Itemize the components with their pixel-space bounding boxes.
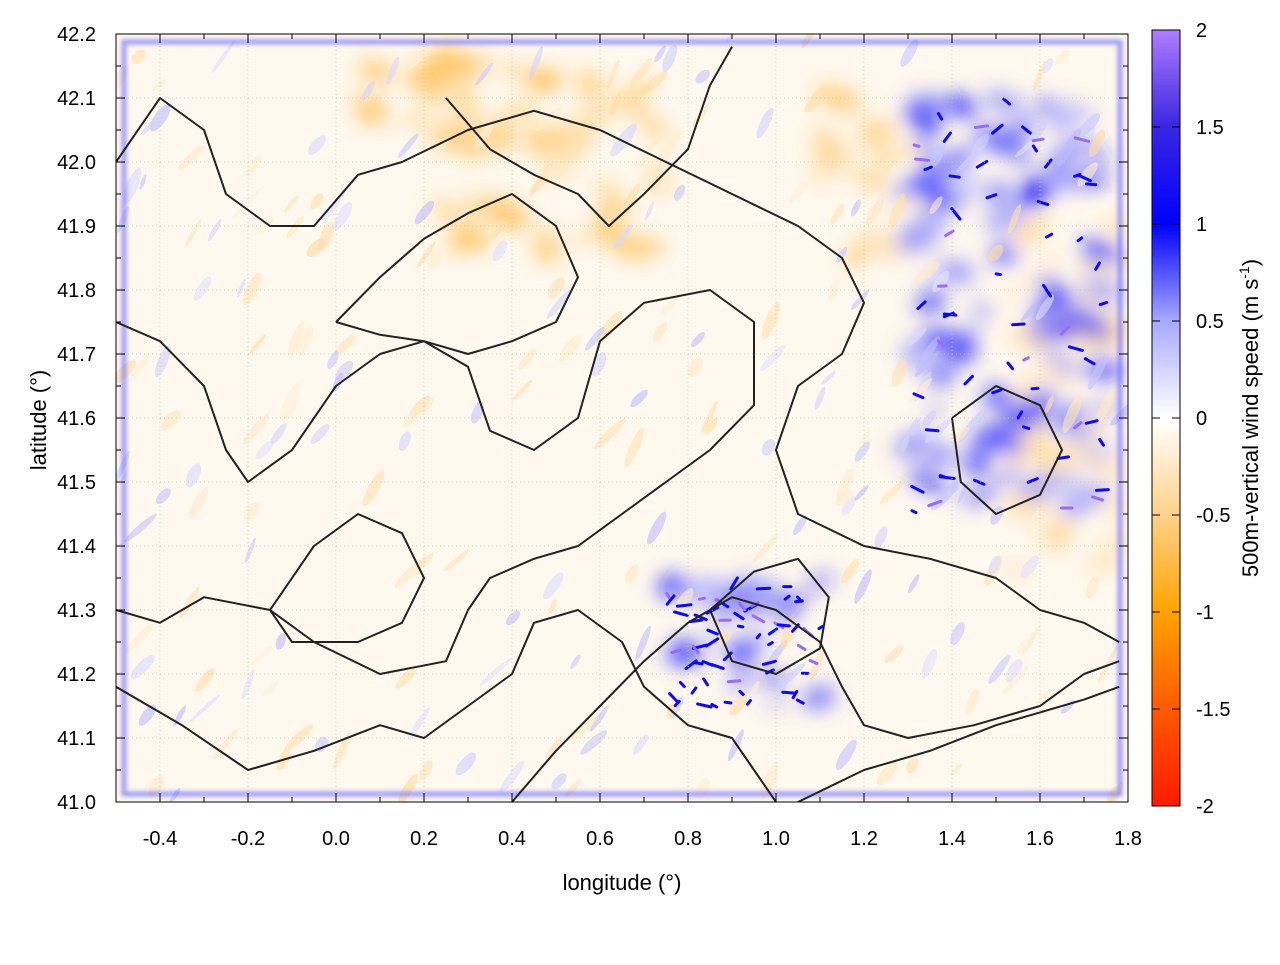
updraft-speckle (916, 159, 929, 161)
updraft-speckle (1023, 427, 1028, 429)
updraft-speckle (975, 126, 987, 128)
updraft-speckle (1032, 388, 1038, 389)
updraft-speckle (1097, 490, 1109, 491)
colorbar-tick-label: -1 (1196, 602, 1214, 624)
y-tick-label: 41.1 (57, 728, 96, 750)
colorbar: 2 1.5 1 0.5 0 -0.5 -1 -1.5 -2 500m-vertical wind… (1152, 20, 1263, 818)
x-tick-label: -0.4 (143, 828, 177, 850)
x-tick-label: 0.6 (586, 828, 614, 850)
updraft-speckle (796, 601, 803, 602)
colorbar-tick-label: -1.5 (1196, 699, 1230, 721)
updraft-speckle (783, 692, 795, 693)
updraft-speckle (757, 635, 760, 638)
y-tick-label: 41.2 (57, 664, 96, 686)
y-tick-label: 41.6 (57, 408, 96, 430)
x-tick-label: 1.4 (938, 828, 966, 850)
x-tick-label: 1.2 (850, 828, 878, 850)
y-tick-label: 41.9 (57, 216, 96, 238)
colorbar-tick-label: 1.5 (1196, 117, 1224, 139)
x-tick-label: 0.8 (674, 828, 702, 850)
y-tick-label: 42.1 (57, 88, 96, 110)
colorbar-tick-label: -2 (1196, 796, 1214, 818)
colorbar-tick-label: 0 (1196, 408, 1207, 430)
y-tick-label: 41.0 (57, 792, 96, 814)
updraft-speckle (778, 625, 789, 626)
y-tick-label: 41.7 (57, 344, 96, 366)
x-tick-label: 1.8 (1114, 828, 1142, 850)
updraft-speckle (1100, 303, 1107, 305)
updraft-speckle (926, 430, 938, 431)
x-tick-label: 0.0 (322, 828, 350, 850)
updraft-speckle (1024, 358, 1029, 360)
y-tick-label: 42.2 (57, 24, 96, 46)
y-axis-label: latitude (°) (26, 370, 51, 471)
x-tick-label: 1.6 (1026, 828, 1054, 850)
updraft-speckle (1086, 184, 1095, 185)
updraft-speckle (912, 511, 916, 513)
updraft-speckle (914, 145, 919, 146)
updraft-speckle (694, 663, 702, 664)
updraft-speckle (996, 274, 1000, 275)
updraft-speckle (677, 605, 691, 607)
x-axis-label: longitude (°) (563, 870, 682, 895)
x-tick-label: 0.2 (410, 828, 438, 850)
colorbar-tick-label: -0.5 (1196, 505, 1230, 527)
x-tick-label: 1.0 (762, 828, 790, 850)
y-tick-label: 41.5 (57, 472, 96, 494)
updraft-speckle (738, 626, 743, 627)
updraft-speckle (725, 702, 731, 703)
x-tick-label: -0.2 (231, 828, 265, 850)
colorbar-tick-label: 1 (1196, 214, 1207, 236)
updraft-speckle (1013, 324, 1025, 325)
x-tick-label: 0.4 (498, 828, 526, 850)
updraft-speckle (819, 626, 823, 628)
updraft-speckle (728, 681, 740, 682)
updraft-speckle (700, 598, 705, 599)
updraft-speckle (769, 643, 773, 645)
colorbar-label: 500m-vertical wind speed (m s-1) (1236, 259, 1263, 577)
y-tick-label: 42.0 (57, 152, 96, 174)
updraft-speckle (757, 588, 770, 589)
colorbar-tick-label: 0.5 (1196, 311, 1224, 333)
y-tick-label: 41.3 (57, 600, 96, 622)
y-tick-label: 41.4 (57, 536, 96, 558)
updraft-speckle (950, 176, 959, 177)
updraft-speckle (1033, 139, 1043, 141)
updraft-speckle (1075, 174, 1081, 176)
colorbar-tick-label: 2 (1196, 20, 1207, 42)
y-tick-label: 41.8 (57, 280, 96, 302)
